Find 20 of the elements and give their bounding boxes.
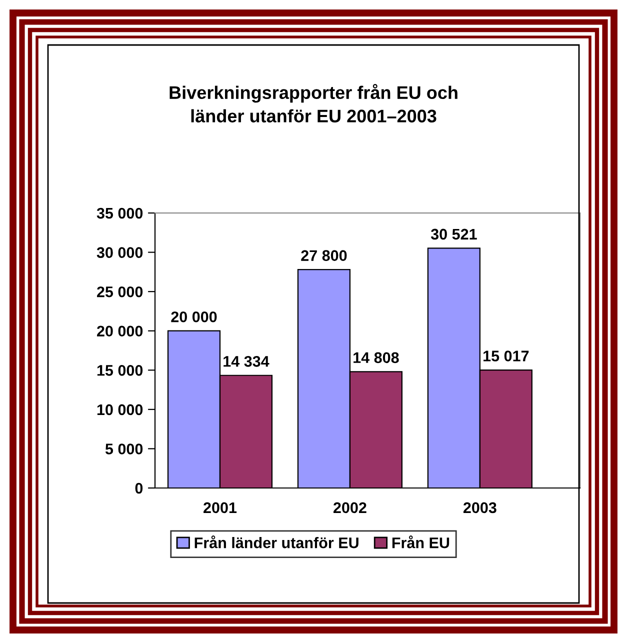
x-tick-label: 2001	[204, 502, 237, 514]
x-tick-label: 2002	[333, 502, 366, 514]
y-tick-label: 15 000	[97, 365, 143, 376]
x-tick-label: 2003	[463, 502, 496, 514]
data-label: 20 000	[171, 311, 217, 322]
y-tick-label: 25 000	[97, 286, 143, 298]
chart-title: Biverkningsrapporter från EU och länder utanför EU 2001–2003	[170, 84, 458, 122]
legend-label: Från länder utanför EU	[194, 536, 358, 548]
y-tick-label: 20 000	[97, 326, 143, 337]
data-label: 14 808	[354, 352, 399, 364]
y-tick-label: 10 000	[97, 404, 143, 416]
data-label: 30 521	[430, 228, 477, 240]
data-label: 14 334	[224, 356, 270, 367]
y-tick-label: 35 000	[96, 208, 143, 219]
y-tick-label: 30 000	[96, 247, 143, 258]
data-label: 15 017	[484, 350, 529, 362]
y-tick-label: 5 000	[105, 444, 143, 454]
y-tick-label: 0	[135, 482, 143, 494]
data-label: 27 800	[301, 250, 347, 261]
legend-label: Från EU	[392, 536, 450, 548]
